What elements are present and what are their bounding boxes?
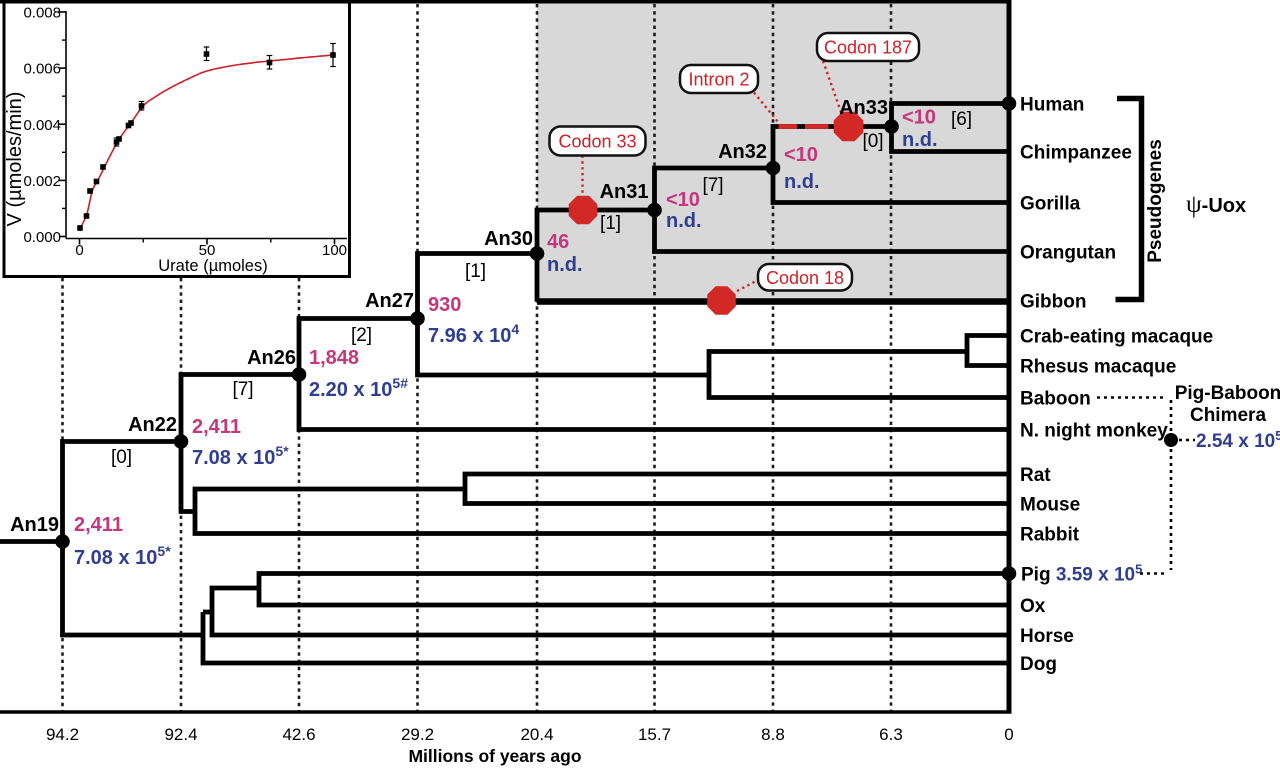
svg-text:7.96 x 104: 7.96 x 104 xyxy=(428,321,519,347)
svg-text:Gibbon: Gibbon xyxy=(1020,292,1086,313)
svg-text:930: 930 xyxy=(428,294,461,316)
svg-text:0: 0 xyxy=(75,242,83,259)
svg-text:An31: An31 xyxy=(600,181,649,203)
svg-text:Chimpanzee: Chimpanzee xyxy=(1020,143,1132,164)
svg-text:Urate (µmoles): Urate (µmoles) xyxy=(158,257,267,275)
svg-text:An27: An27 xyxy=(365,290,414,312)
svg-text:2.20 x 105#: 2.20 x 105# xyxy=(309,375,408,401)
svg-text:<10: <10 xyxy=(784,144,818,166)
svg-text:An30: An30 xyxy=(484,228,533,250)
svg-text:20.4: 20.4 xyxy=(520,725,553,744)
svg-text:Baboon: Baboon xyxy=(1020,389,1091,410)
svg-text:Pig-Baboon: Pig-Baboon xyxy=(1175,383,1280,404)
svg-text:0.008: 0.008 xyxy=(23,5,61,22)
svg-text:46: 46 xyxy=(547,231,569,253)
svg-text:Horse: Horse xyxy=(1020,626,1074,647)
svg-text:V (µmoles/min): V (µmoles/min) xyxy=(4,92,26,227)
svg-text:Rabbit: Rabbit xyxy=(1020,525,1080,546)
svg-text:An22: An22 xyxy=(128,414,177,436)
svg-text:8.8: 8.8 xyxy=(761,725,785,744)
svg-text:Dog: Dog xyxy=(1020,654,1057,675)
svg-text:7.08 x 105*: 7.08 x 105* xyxy=(192,443,289,469)
svg-text:Mouse: Mouse xyxy=(1020,495,1080,516)
svg-text:<10: <10 xyxy=(666,189,700,211)
svg-text:[2]: [2] xyxy=(351,325,372,346)
svg-text:Rat: Rat xyxy=(1020,465,1051,486)
svg-text:An32: An32 xyxy=(718,141,767,163)
svg-text:0.006: 0.006 xyxy=(23,61,61,78)
svg-text:2,411: 2,411 xyxy=(74,514,123,536)
svg-text:42.6: 42.6 xyxy=(282,725,315,744)
svg-text:[1]: [1] xyxy=(600,213,621,234)
svg-text:92.4: 92.4 xyxy=(164,725,197,744)
svg-text:2.54 x 105: 2.54 x 105 xyxy=(1196,428,1280,452)
svg-text:n.d.: n.d. xyxy=(784,171,820,193)
svg-text:0.002: 0.002 xyxy=(23,173,61,190)
svg-text:Pseudogenes: Pseudogenes xyxy=(1145,139,1166,263)
svg-text:[7]: [7] xyxy=(702,175,723,196)
svg-text:N. night monkey: N. night monkey xyxy=(1020,421,1168,442)
svg-text:Chimera: Chimera xyxy=(1190,405,1266,426)
svg-text:0.004: 0.004 xyxy=(23,117,61,134)
svg-text:1,848: 1,848 xyxy=(309,347,359,369)
svg-text:100: 100 xyxy=(322,242,347,259)
svg-text:Millions of years ago: Millions of years ago xyxy=(408,746,581,766)
svg-text:Codon 18: Codon 18 xyxy=(766,268,844,288)
svg-text:Codon 187: Codon 187 xyxy=(824,38,912,58)
svg-text:[6]: [6] xyxy=(951,109,972,130)
svg-text:[7]: [7] xyxy=(232,379,253,400)
svg-text:7.08 x 105*: 7.08 x 105* xyxy=(74,543,171,569)
svg-text:n.d.: n.d. xyxy=(902,129,938,151)
svg-text:50: 50 xyxy=(199,242,216,259)
svg-text:Ox: Ox xyxy=(1020,596,1046,617)
svg-text:Rhesus macaque: Rhesus macaque xyxy=(1020,357,1176,378)
svg-text:An19: An19 xyxy=(10,514,59,536)
svg-text:n.d.: n.d. xyxy=(666,210,702,232)
svg-text:2,411: 2,411 xyxy=(192,416,241,438)
svg-text:Human: Human xyxy=(1020,95,1084,116)
svg-text:0.000: 0.000 xyxy=(23,229,61,246)
svg-text:29.2: 29.2 xyxy=(401,725,434,744)
svg-text:ψ-Uox: ψ-Uox xyxy=(1186,191,1246,218)
svg-text:Intron 2: Intron 2 xyxy=(688,70,749,90)
svg-text:n.d.: n.d. xyxy=(547,254,583,276)
svg-text:Pig 3.59 x 105: Pig 3.59 x 105 xyxy=(1021,562,1142,586)
svg-text:0: 0 xyxy=(1004,725,1013,744)
svg-text:Orangutan: Orangutan xyxy=(1020,243,1116,264)
svg-text:[0]: [0] xyxy=(862,131,883,152)
svg-text:Codon 33: Codon 33 xyxy=(558,132,636,152)
svg-text:15.7: 15.7 xyxy=(638,725,671,744)
svg-text:Gorilla: Gorilla xyxy=(1020,194,1081,215)
svg-text:An33: An33 xyxy=(839,97,888,119)
svg-text:<10: <10 xyxy=(902,107,936,129)
svg-text:Crab-eating macaque: Crab-eating macaque xyxy=(1020,327,1213,348)
svg-text:An26: An26 xyxy=(247,347,296,369)
svg-text:[0]: [0] xyxy=(111,447,132,468)
svg-text:[1]: [1] xyxy=(465,261,486,282)
svg-text:94.2: 94.2 xyxy=(46,725,79,744)
svg-text:6.3: 6.3 xyxy=(879,725,903,744)
